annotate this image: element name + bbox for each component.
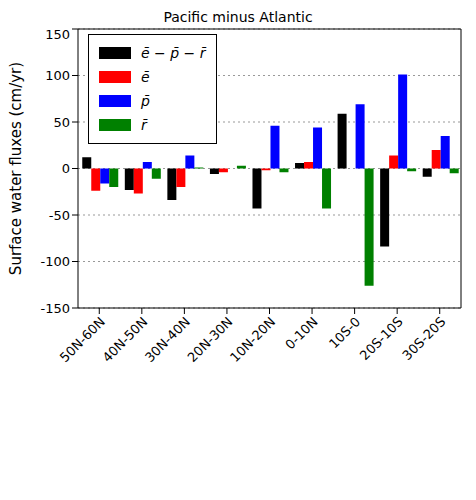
svg-text:50N-60N: 50N-60N <box>57 314 108 365</box>
svg-text:30S-20S: 30S-20S <box>399 314 448 363</box>
html-text:p̄: p̄ <box>141 93 150 109</box>
svg-text:-150: -150 <box>40 301 70 316</box>
svg-text:20S-10S: 20S-10S <box>357 314 406 363</box>
svg-text:10N-20N: 10N-20N <box>227 314 278 365</box>
svg-text:150: 150 <box>45 27 70 42</box>
html-text:Pacific minus Atlantic: Pacific minus Atlantic <box>163 9 313 25</box>
svg-text:10S-0: 10S-0 <box>326 314 363 351</box>
svg-text:30N-40N: 30N-40N <box>142 314 193 365</box>
svg-text:-50: -50 <box>49 208 70 223</box>
svg-text:50: 50 <box>53 115 70 130</box>
svg-text:0-10N: 0-10N <box>282 314 320 352</box>
html-text:ē: ē <box>141 69 150 85</box>
svg-text:20N-30N: 20N-30N <box>185 314 236 365</box>
html-text:r̄: r̄ <box>141 117 147 133</box>
svg-text:Surface water fluxes (cm/yr): Surface water fluxes (cm/yr) <box>8 62 25 275</box>
svg-text:40N-50N: 40N-50N <box>99 314 150 365</box>
html-text:ē − p̄ − r̄: ē − p̄ − r̄ <box>141 45 206 61</box>
svg-text:0: 0 <box>62 161 70 176</box>
svg-text:-100: -100 <box>40 254 70 269</box>
svg-text:100: 100 <box>45 68 70 83</box>
